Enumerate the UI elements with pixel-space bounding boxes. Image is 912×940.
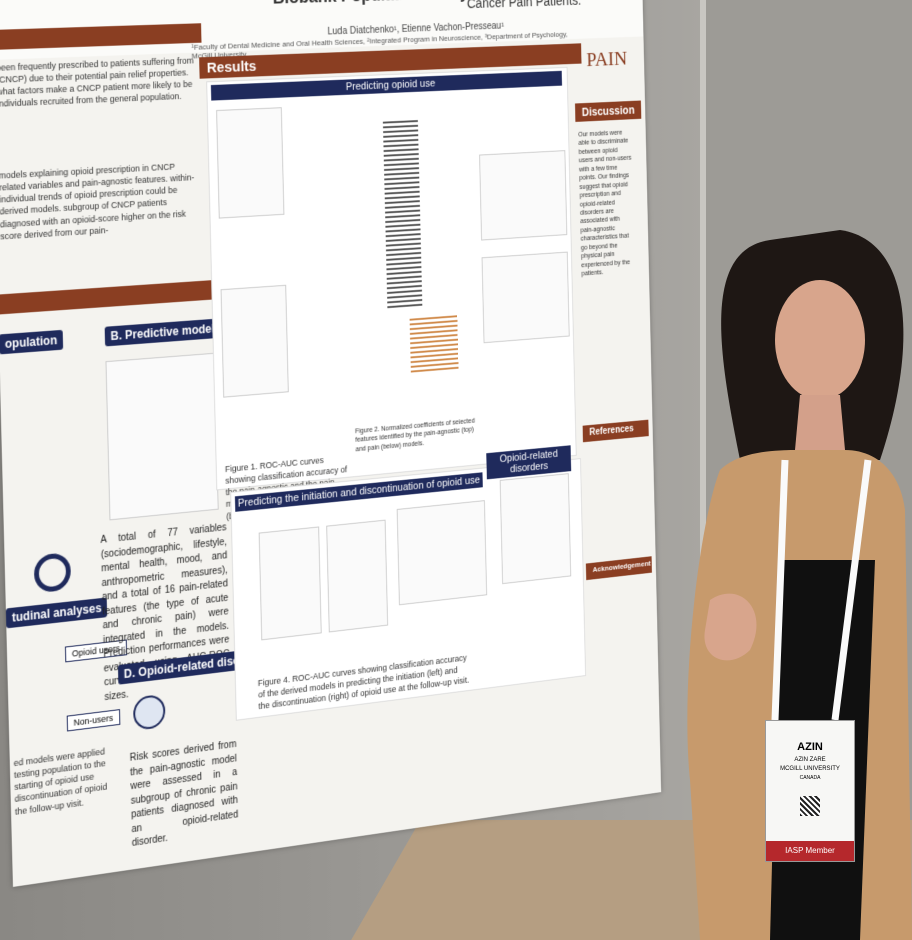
badge-first-name: AZIN — [766, 741, 854, 753]
longitudinal-text: ed models were applied testing populatio… — [14, 745, 111, 818]
left-header-bar — [0, 280, 213, 314]
section-heading: References — [583, 420, 649, 443]
node-label: Non-users — [67, 709, 120, 731]
badge-country: CANADA — [766, 775, 854, 781]
figure — [259, 526, 322, 640]
disorders-text: Risk scores derived from the pain-agnost… — [130, 738, 239, 851]
intro-text: been frequently prescribed to patients s… — [0, 55, 197, 111]
figure — [479, 150, 567, 240]
figure — [383, 120, 423, 311]
icon — [34, 552, 71, 593]
section-heading: opulation — [0, 330, 63, 355]
figure — [397, 500, 487, 605]
section-heading: Discussion — [575, 101, 641, 122]
badge: AZIN AZIN ZARE MCGILL UNIVERSITY CANADA … — [765, 720, 855, 862]
badge-institution: MCGILL UNIVERSITY — [766, 766, 854, 772]
section-heading: B. Predictive models — [105, 318, 227, 346]
figure — [216, 107, 284, 218]
neck — [795, 395, 845, 450]
hand — [704, 594, 756, 661]
face — [775, 280, 865, 400]
figure — [221, 285, 289, 398]
section-heading: Acknowledgement — [586, 556, 652, 580]
figure — [500, 473, 571, 584]
logo: PAIN — [586, 46, 627, 71]
poster: Biobank Population study Cancer Pain Pat… — [0, 0, 661, 887]
qr-code — [800, 796, 820, 816]
figure — [482, 252, 570, 344]
section-heading: tudinal analyses — [6, 597, 108, 628]
figure — [410, 315, 459, 375]
aims-text: models explaining opioid prescription in… — [0, 160, 200, 243]
discussion-text: Our models were able to discriminate bet… — [578, 128, 635, 278]
figure — [326, 520, 388, 633]
badge-full-name: AZIN ZARE — [766, 757, 854, 763]
figure — [105, 353, 218, 521]
badge-member: IASP Member — [766, 841, 854, 861]
